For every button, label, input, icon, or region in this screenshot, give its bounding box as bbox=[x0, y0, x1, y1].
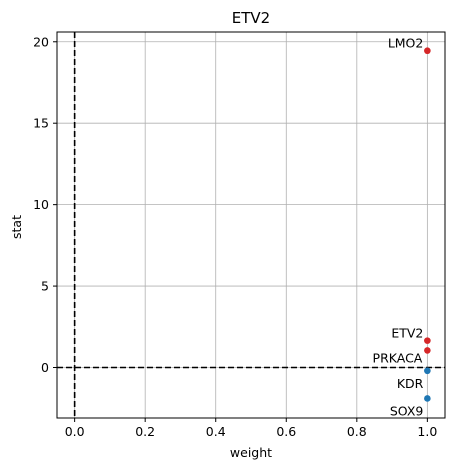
data-point bbox=[424, 367, 431, 375]
axis-ticks: 0.0 0.2 0.4 0.6 0.8 1.0 0 5 10 15 20 bbox=[33, 34, 437, 439]
point-label: SOX9 bbox=[390, 403, 424, 418]
data-point bbox=[424, 347, 431, 354]
x-tick-label: 1.0 bbox=[417, 424, 437, 439]
y-tick-label: 5 bbox=[41, 279, 49, 294]
x-tick-label: 0.0 bbox=[65, 424, 85, 439]
chart-title: ETV2 bbox=[232, 9, 270, 27]
point-labels: LMO2 ETV2 PRKACA KDR SOX9 bbox=[373, 36, 424, 419]
reference-lines bbox=[57, 32, 445, 418]
point-label: ETV2 bbox=[391, 326, 423, 341]
x-tick-label: 0.6 bbox=[276, 424, 296, 439]
point-label: KDR bbox=[397, 376, 424, 391]
x-tick-label: 0.8 bbox=[347, 424, 367, 439]
y-tick-label: 10 bbox=[33, 197, 49, 212]
plot-frame bbox=[56, 31, 446, 419]
data-point bbox=[424, 47, 431, 55]
x-tick-label: 0.2 bbox=[135, 424, 155, 439]
data-points bbox=[424, 47, 431, 402]
y-tick-label: 0 bbox=[41, 360, 49, 375]
x-axis-label: weight bbox=[230, 445, 272, 460]
x-tick-label: 0.4 bbox=[206, 424, 226, 439]
point-label: LMO2 bbox=[388, 36, 424, 51]
data-point bbox=[424, 337, 431, 344]
data-point bbox=[424, 395, 431, 402]
y-tick-label: 15 bbox=[33, 116, 49, 131]
y-axis-label: stat bbox=[9, 215, 24, 239]
y-tick-label: 20 bbox=[33, 34, 49, 49]
point-label: PRKACA bbox=[373, 350, 423, 365]
